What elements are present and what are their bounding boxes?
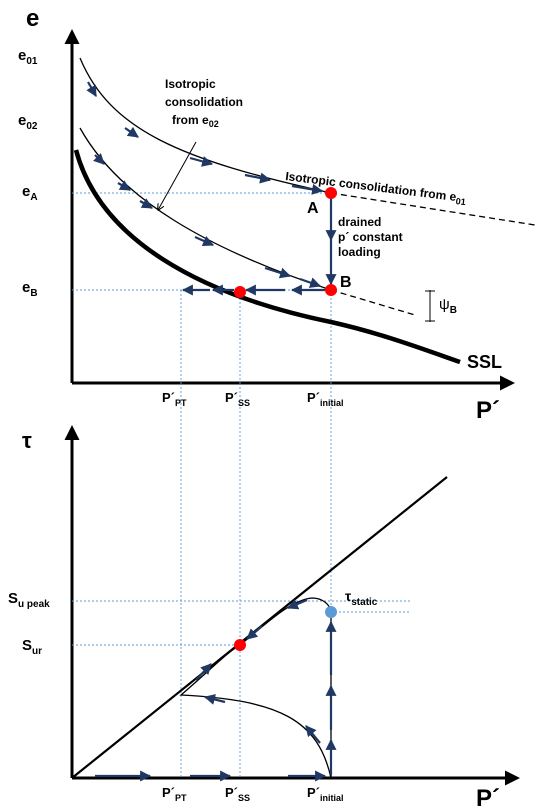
point-SS xyxy=(234,286,246,298)
ssl-curve xyxy=(73,149,461,365)
point-B xyxy=(325,284,337,296)
ppt-label-bottom: P´PT xyxy=(162,785,187,803)
arrow-pt-up xyxy=(195,663,212,681)
p-axis-label-bottom: P´ xyxy=(476,785,500,809)
callout-arrow xyxy=(158,141,197,210)
pss-label-bottom: P´SS xyxy=(225,785,250,803)
arrow-e02-6 xyxy=(299,277,322,288)
sur-label: Sur xyxy=(22,637,42,657)
arrow-e02-1 xyxy=(93,153,105,165)
e01-label: e01 xyxy=(18,47,38,67)
eA-label: eA xyxy=(22,183,38,203)
point-A xyxy=(325,187,337,199)
drained-line1: drained xyxy=(338,215,381,229)
iso-e01-dashed xyxy=(330,192,536,226)
iso-e02-line1: Isotropic xyxy=(165,77,216,91)
pss-label-top: P´SS xyxy=(225,390,250,408)
arrow-curve-1 xyxy=(305,725,321,744)
psi-label: ψB xyxy=(439,296,457,316)
point-tau-static xyxy=(325,606,337,618)
arrow-peak-down xyxy=(286,598,308,610)
tau-p-plot: τ Su peak Sur τstatic P´PT P´SS P´initia… xyxy=(8,383,520,809)
point-ss-bottom xyxy=(234,639,246,651)
tau-static-label: τstatic xyxy=(345,588,378,608)
arrow-curve-2 xyxy=(203,694,226,705)
stress-path-curve xyxy=(179,597,332,779)
iso-e01-curve xyxy=(79,57,332,194)
arrow-e02-2 xyxy=(117,180,131,191)
iso-e02-dashed xyxy=(330,289,416,316)
point-B-label: B xyxy=(340,274,352,291)
arrow-e01-3 xyxy=(189,156,214,167)
arrow-e01-4 xyxy=(244,172,272,184)
su-peak-label: Su peak xyxy=(8,590,50,610)
arrow-e01-5 xyxy=(291,183,324,195)
point-A-label: A xyxy=(307,200,319,217)
arrow-e02-5 xyxy=(264,266,292,279)
iso-e02-line3: from e02 xyxy=(172,113,219,129)
pinit-label-bottom: P´initial xyxy=(307,785,344,803)
ppt-label-top: P´PT xyxy=(162,390,187,408)
arrow-e02-4 xyxy=(194,235,215,247)
arrow-e02-3 xyxy=(139,198,153,209)
drained-line2: p´ constant xyxy=(338,230,403,244)
arrow-e01-2 xyxy=(124,126,139,138)
ssl-label: SSL xyxy=(467,352,502,372)
e-p-plot: e e01 e02 eA eB Isotropic consolidation … xyxy=(18,5,536,424)
p-axis-label-top: P´ xyxy=(476,397,500,424)
eB-label: eB xyxy=(22,279,38,299)
arrow-e01-1 xyxy=(86,81,97,97)
iso-e02-curve xyxy=(79,127,332,291)
e02-label: e02 xyxy=(18,112,38,132)
iso-e02-line2: consolidation xyxy=(165,95,243,109)
e-axis-label: e xyxy=(26,5,39,32)
tau-axis-label: τ xyxy=(22,428,32,453)
drained-line3: loading xyxy=(338,245,381,259)
pinit-label-top: P´initial xyxy=(307,390,344,408)
arrow-to-ss xyxy=(246,625,263,640)
